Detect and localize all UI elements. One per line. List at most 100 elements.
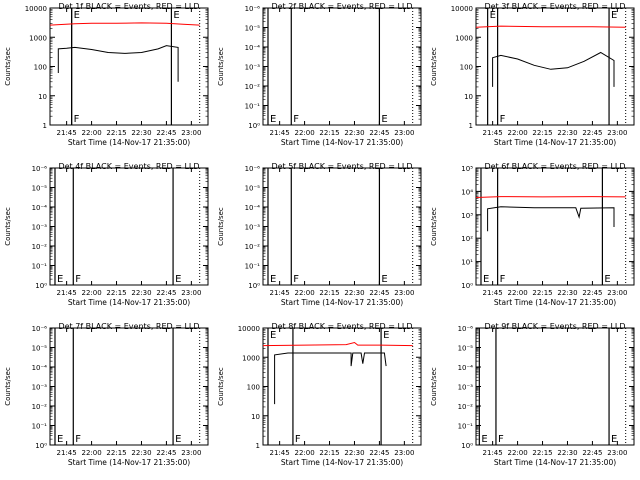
marker-label: E — [270, 330, 276, 341]
detector-panel-5: Det 5f BLACK = Events, RED = LLD 10⁰ 10⁻¹ 1… — [217, 162, 422, 307]
x-tick-label: 22:15 — [106, 289, 126, 297]
x-tick-label: 22:15 — [319, 289, 339, 297]
x-tick-label: 22:15 — [106, 449, 126, 457]
y-tick-label: 10⁻⁶ — [32, 165, 48, 173]
x-tick-label: 22:45 — [156, 289, 176, 297]
marker-label: F — [74, 114, 80, 125]
x-tick-label: 22:45 — [156, 129, 176, 137]
x-tick-label: 23:00 — [394, 449, 414, 457]
marker-label: F — [295, 434, 301, 445]
y-tick-label: 10⁻¹ — [32, 263, 48, 271]
x-tick-label: 22:15 — [106, 129, 126, 137]
x-axis-label: Start Time (14-Nov-17 21:35:00) — [68, 458, 190, 467]
marker-label: E — [270, 114, 276, 125]
marker-label: E — [383, 330, 389, 341]
marker-label: E — [490, 10, 496, 21]
panel-title: Det 5f BLACK = Events, RED = LLD — [271, 162, 412, 171]
x-tick-label: 22:00 — [81, 289, 101, 297]
x-tick-label: 22:30 — [344, 129, 364, 137]
y-tick-label: 10⁻³ — [32, 224, 48, 232]
marker-label: F — [498, 434, 504, 445]
panel-title: Det 8f BLACK = Events, RED = LLD — [271, 322, 412, 331]
marker-label: F — [500, 274, 506, 285]
plot-frame — [49, 7, 209, 126]
y-tick-label: 1 — [469, 122, 473, 130]
detector-panel-3: Det 3f BLACK = Events, RED = LLD 1 10 100 10… — [430, 2, 635, 147]
x-tick-label: 21:45 — [483, 289, 503, 297]
y-tick-label: 10000 — [238, 325, 260, 333]
y-tick-label: 10² — [461, 235, 473, 243]
y-axis-label: Counts/sec — [217, 207, 225, 246]
y-tick-label: 10⁻⁶ — [32, 325, 48, 333]
x-tick-label: 22:00 — [294, 449, 314, 457]
y-axis-label: Counts/sec — [4, 207, 12, 246]
y-tick-label: 10 — [464, 93, 473, 101]
y-tick-label: 10⁻¹ — [245, 263, 261, 271]
y-tick-label: 10⁻³ — [458, 384, 474, 392]
x-tick-label: 22:45 — [582, 449, 602, 457]
y-axis-label: Counts/sec — [4, 47, 12, 86]
x-axis-label: Start Time (14-Nov-17 21:35:00) — [281, 138, 403, 147]
y-tick-label: 10⁻² — [245, 83, 261, 91]
x-tick-label: 22:30 — [131, 289, 151, 297]
x-tick-label: 23:00 — [181, 449, 201, 457]
x-tick-label: 22:30 — [557, 449, 577, 457]
y-tick-label: 10⁻⁵ — [32, 185, 48, 193]
marker-label: E — [611, 10, 617, 21]
y-tick-label: 10⁰ — [461, 282, 473, 290]
marker-label: E — [604, 274, 610, 285]
marker-label: E — [175, 274, 181, 285]
y-tick-label: 10¹ — [461, 259, 473, 267]
marker-label: E — [175, 434, 181, 445]
x-tick-label: 22:30 — [131, 129, 151, 137]
y-tick-label: 10⁻⁶ — [245, 5, 261, 13]
y-tick-label: 10⁻⁵ — [245, 185, 261, 193]
x-tick-label: 21:45 — [57, 289, 77, 297]
marker-label: E — [57, 434, 63, 445]
x-tick-label: 22:30 — [131, 449, 151, 457]
marker-label: E — [481, 434, 487, 445]
x-tick-label: 22:45 — [369, 129, 389, 137]
panel-title: Det 6f BLACK = Events, RED = LLD — [484, 162, 625, 171]
y-tick-label: 10000 — [451, 5, 473, 13]
panel-title: Det 3f BLACK = Events, RED = LLD — [484, 2, 625, 11]
x-tick-label: 22:30 — [344, 449, 364, 457]
marker-label: F — [75, 434, 81, 445]
y-tick-label: 1 — [43, 122, 47, 130]
y-tick-label: 10⁻⁵ — [458, 345, 474, 353]
x-tick-label: 22:15 — [319, 449, 339, 457]
y-axis-label: Counts/sec — [217, 47, 225, 86]
x-tick-label: 22:30 — [557, 289, 577, 297]
y-tick-label: 10 — [38, 93, 47, 101]
x-tick-label: 23:00 — [607, 449, 627, 457]
x-tick-label: 23:00 — [181, 129, 201, 137]
y-tick-label: 10⁻³ — [245, 224, 261, 232]
x-tick-label: 22:00 — [507, 289, 527, 297]
x-tick-label: 23:00 — [181, 289, 201, 297]
y-axis-label: Counts/sec — [430, 367, 438, 406]
y-tick-label: 10⁰ — [461, 442, 473, 450]
y-tick-label: 10⁵ — [461, 165, 473, 173]
y-tick-label: 10⁻² — [32, 243, 48, 251]
events-series-line — [492, 51, 615, 87]
panel-title: Det 9f BLACK = Events, RED = LLD — [484, 322, 625, 331]
lld-series-line — [475, 25, 626, 28]
x-tick-label: 22:15 — [532, 449, 552, 457]
y-axis-label: Counts/sec — [4, 367, 12, 406]
marker-label: E — [57, 274, 63, 285]
y-tick-label: 1 — [256, 442, 260, 450]
x-tick-label: 21:45 — [270, 289, 290, 297]
lld-series-line — [262, 341, 413, 347]
y-tick-label: 10⁻¹ — [458, 423, 474, 431]
events-series-line — [57, 45, 179, 82]
y-tick-label: 10⁻¹ — [245, 103, 261, 111]
x-tick-label: 22:00 — [81, 449, 101, 457]
y-tick-label: 10⁰ — [35, 442, 47, 450]
y-tick-label: 10000 — [25, 5, 47, 13]
detector-panel-8: Det 8f BLACK = Events, RED = LLD 1 10 100 10… — [217, 322, 422, 467]
panel-title: Det 2f BLACK = Events, RED = LLD — [271, 2, 412, 11]
x-tick-label: 22:30 — [557, 129, 577, 137]
y-tick-label: 10⁻⁶ — [245, 165, 261, 173]
events-series-line — [274, 352, 387, 405]
x-tick-label: 21:45 — [483, 129, 503, 137]
